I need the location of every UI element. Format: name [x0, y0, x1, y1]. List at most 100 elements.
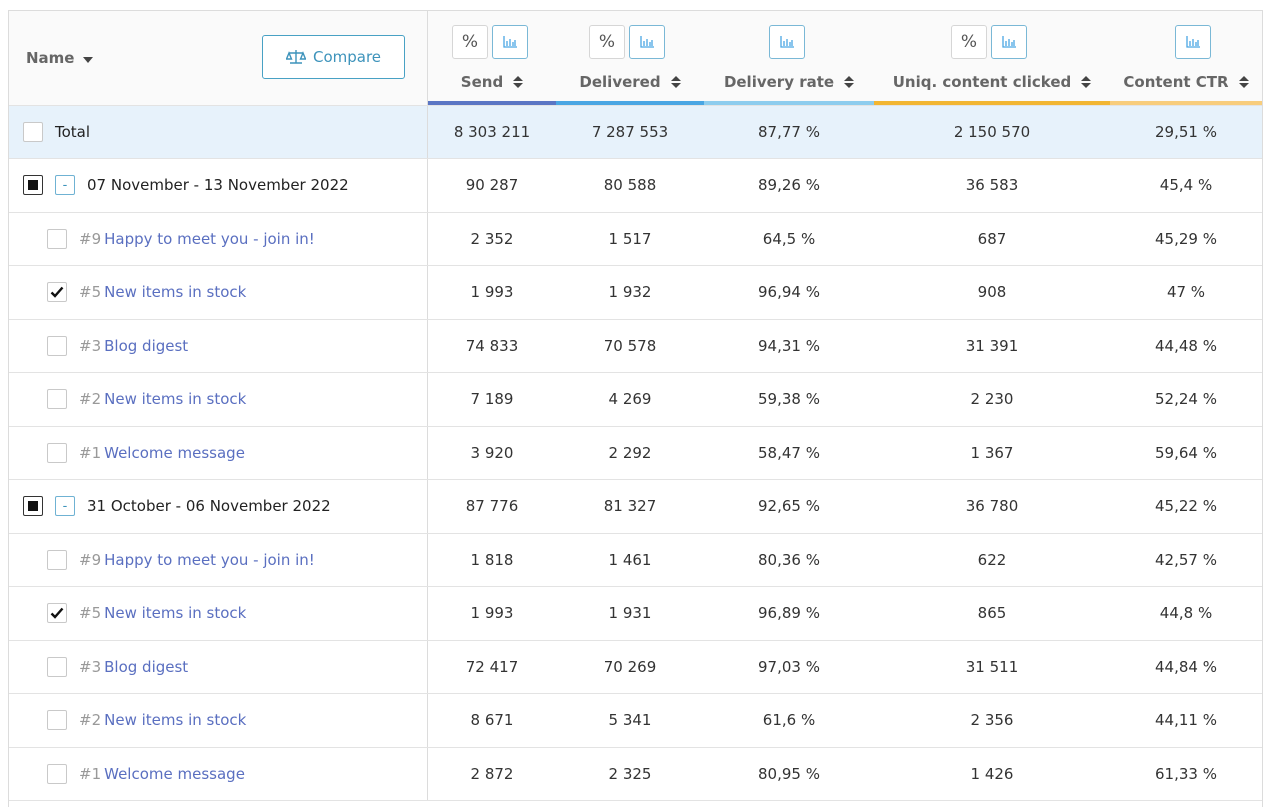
row-checkbox[interactable] [47, 656, 67, 677]
campaign-link[interactable]: Welcome message [104, 764, 245, 783]
campaign-link[interactable]: Happy to meet you - join in! [104, 550, 315, 569]
campaign-number: #1 [79, 764, 102, 783]
group-delivery-rate: 92,65 % [758, 497, 820, 516]
cell-uniq-content-clicked: 1 367 [970, 443, 1014, 462]
campaign-link[interactable]: New items in stock [104, 604, 247, 623]
cell-send: 8 671 [470, 711, 514, 730]
sort-delivery-rate[interactable]: Delivery rate [724, 73, 855, 91]
campaign-link[interactable]: Blog digest [104, 657, 189, 676]
row-checkbox[interactable] [47, 228, 67, 249]
cell-content-ctr: 42,57 % [1155, 550, 1217, 569]
row-checkbox[interactable] [47, 603, 67, 624]
table-row: #9 Happy to meet you - join in! 1 818 1 461… [9, 533, 1262, 587]
cell-content-ctr: 61,33 % [1155, 764, 1217, 783]
group-delivered: 80 588 [603, 176, 657, 195]
chart-toggle-uniq[interactable] [991, 25, 1027, 59]
row-checkbox[interactable] [47, 710, 67, 731]
total-checkbox[interactable] [23, 122, 43, 142]
sort-icon [513, 76, 524, 88]
cell-delivered: 70 269 [603, 657, 657, 676]
campaign-link[interactable]: Blog digest [104, 336, 189, 355]
campaign-number: #9 [79, 229, 102, 248]
cell-delivery-rate: 58,47 % [758, 443, 820, 462]
total-send: 8 303 211 [453, 123, 531, 141]
chart-toggle-send[interactable] [492, 25, 528, 59]
cell-uniq-content-clicked: 908 [977, 283, 1007, 302]
cell-content-ctr: 47 % [1166, 283, 1206, 302]
table-row: #2 New items in stock 7 189 4 269 59,38 % 2 2… [9, 373, 1262, 427]
collapse-toggle[interactable]: - [55, 175, 75, 196]
bar-chart-icon [640, 36, 654, 48]
cell-content-ctr: 44,48 % [1155, 336, 1217, 355]
cell-send: 74 833 [465, 336, 519, 355]
group-checkbox[interactable] [23, 496, 43, 517]
cell-content-ctr: 52,24 % [1155, 390, 1217, 409]
table-row: #1 Welcome message 3 920 2 292 58,47 % 1 367 5… [9, 426, 1262, 480]
column-header-delivered: % Delivered [556, 11, 704, 105]
percent-toggle-send[interactable]: % [452, 25, 488, 59]
cell-send: 1 993 [470, 604, 514, 623]
row-checkbox[interactable] [47, 763, 67, 784]
campaign-link[interactable]: Happy to meet you - join in! [104, 229, 315, 248]
campaign-number: #5 [79, 604, 102, 623]
campaign-link[interactable]: New items in stock [104, 711, 247, 730]
sort-icon [1238, 76, 1249, 88]
stats-table: Name Compare % Send % Delivered [8, 10, 1263, 807]
bar-chart-icon [1186, 36, 1200, 48]
sort-send[interactable]: Send [461, 73, 524, 91]
series-color-bar [1110, 101, 1262, 105]
name-sort-header[interactable]: Name [26, 49, 75, 67]
campaign-link[interactable]: New items in stock [104, 283, 247, 302]
name-column-header: Name Compare [9, 11, 428, 105]
total-row: Total 8 303 211 7 287 553 87,77 % 2 150 … [9, 106, 1262, 159]
group-content-ctr: 45,22 % [1155, 497, 1217, 516]
sort-content-ctr[interactable]: Content CTR [1123, 73, 1249, 91]
column-header-uniq-content-clicked: % Uniq. content clicked [874, 11, 1110, 105]
series-color-bar [704, 101, 874, 105]
chart-toggle-delivery-rate[interactable] [769, 25, 805, 59]
group-row: -07 November - 13 November 2022 90 287 80 … [9, 159, 1262, 213]
sort-uniq-content-clicked[interactable]: Uniq. content clicked [893, 73, 1092, 91]
cell-delivered: 4 269 [608, 390, 652, 409]
table-header: Name Compare % Send % Delivered [9, 11, 1262, 106]
group-uniq-content-clicked: 36 583 [965, 176, 1019, 195]
row-checkbox[interactable] [47, 549, 67, 570]
row-checkbox[interactable] [47, 389, 67, 410]
column-header-delivery-rate: Delivery rate [704, 11, 874, 105]
cell-send: 2 872 [470, 764, 514, 783]
series-color-bar [874, 101, 1110, 105]
cell-delivered: 2 325 [608, 764, 652, 783]
cell-delivery-rate: 96,89 % [758, 604, 820, 623]
group-uniq-content-clicked: 36 780 [965, 497, 1019, 516]
group-checkbox[interactable] [23, 175, 43, 196]
column-header-send: % Send [428, 11, 556, 105]
table-row: #3 Blog digest 72 417 70 269 97,03 % 31 511 44… [9, 640, 1262, 694]
cell-delivery-rate: 97,03 % [758, 657, 820, 676]
campaign-link[interactable]: Welcome message [104, 443, 245, 462]
row-checkbox[interactable] [47, 335, 67, 356]
bar-chart-icon [780, 36, 794, 48]
row-checkbox[interactable] [47, 282, 67, 303]
table-row: #2 New items in stock 8 671 5 341 61,6 % 2 35… [9, 694, 1262, 748]
chart-toggle-delivered[interactable] [629, 25, 665, 59]
cell-delivered: 1 931 [608, 604, 652, 623]
compare-button[interactable]: Compare [262, 35, 405, 79]
compare-label: Compare [312, 48, 382, 66]
cell-send: 1 818 [470, 550, 514, 569]
row-checkbox[interactable] [47, 442, 67, 463]
group-send: 90 287 [465, 176, 519, 195]
cell-delivered: 5 341 [608, 711, 652, 730]
cell-delivered: 1 517 [608, 229, 652, 248]
sort-delivered[interactable]: Delivered [579, 73, 681, 91]
cell-content-ctr: 44,84 % [1155, 657, 1217, 676]
chart-toggle-content-ctr[interactable] [1175, 25, 1211, 59]
column-header-content-ctr: Content CTR [1110, 11, 1262, 105]
cell-content-ctr: 44,11 % [1155, 711, 1217, 730]
collapse-toggle[interactable]: - [55, 496, 75, 517]
percent-toggle-uniq[interactable]: % [951, 25, 987, 59]
cell-delivery-rate: 80,36 % [758, 550, 820, 569]
percent-toggle-delivered[interactable]: % [589, 25, 625, 59]
cell-delivery-rate: 80,95 % [758, 764, 820, 783]
sort-down-icon[interactable] [83, 57, 94, 63]
campaign-link[interactable]: New items in stock [104, 390, 247, 409]
